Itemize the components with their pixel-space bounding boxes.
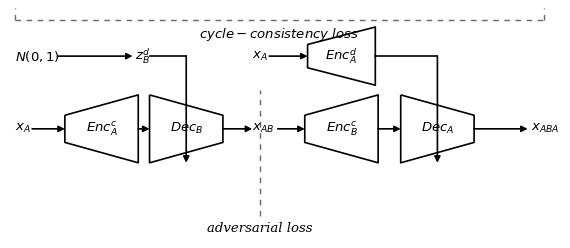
- Text: $Enc_A^c$: $Enc_A^c$: [86, 120, 117, 138]
- Text: $z_B^d$: $z_B^d$: [136, 46, 151, 66]
- Text: $Enc_A^d$: $Enc_A^d$: [325, 46, 358, 66]
- Text: $Enc_B^c$: $Enc_B^c$: [325, 120, 357, 138]
- Text: $x_A$: $x_A$: [15, 122, 31, 135]
- Text: $x_{ABA}$: $x_{ABA}$: [531, 122, 559, 135]
- Text: $Dec_B$: $Dec_B$: [169, 121, 203, 136]
- Text: $cycle-consistency\ loss$: $cycle-consistency\ loss$: [200, 26, 360, 43]
- Text: $x_{AB}$: $x_{AB}$: [253, 122, 275, 135]
- Text: adversarial loss: adversarial loss: [207, 222, 312, 235]
- Text: $x_A$: $x_A$: [253, 50, 268, 63]
- Text: $N(0,1)$: $N(0,1)$: [15, 49, 60, 64]
- Text: $Dec_A$: $Dec_A$: [421, 121, 454, 136]
